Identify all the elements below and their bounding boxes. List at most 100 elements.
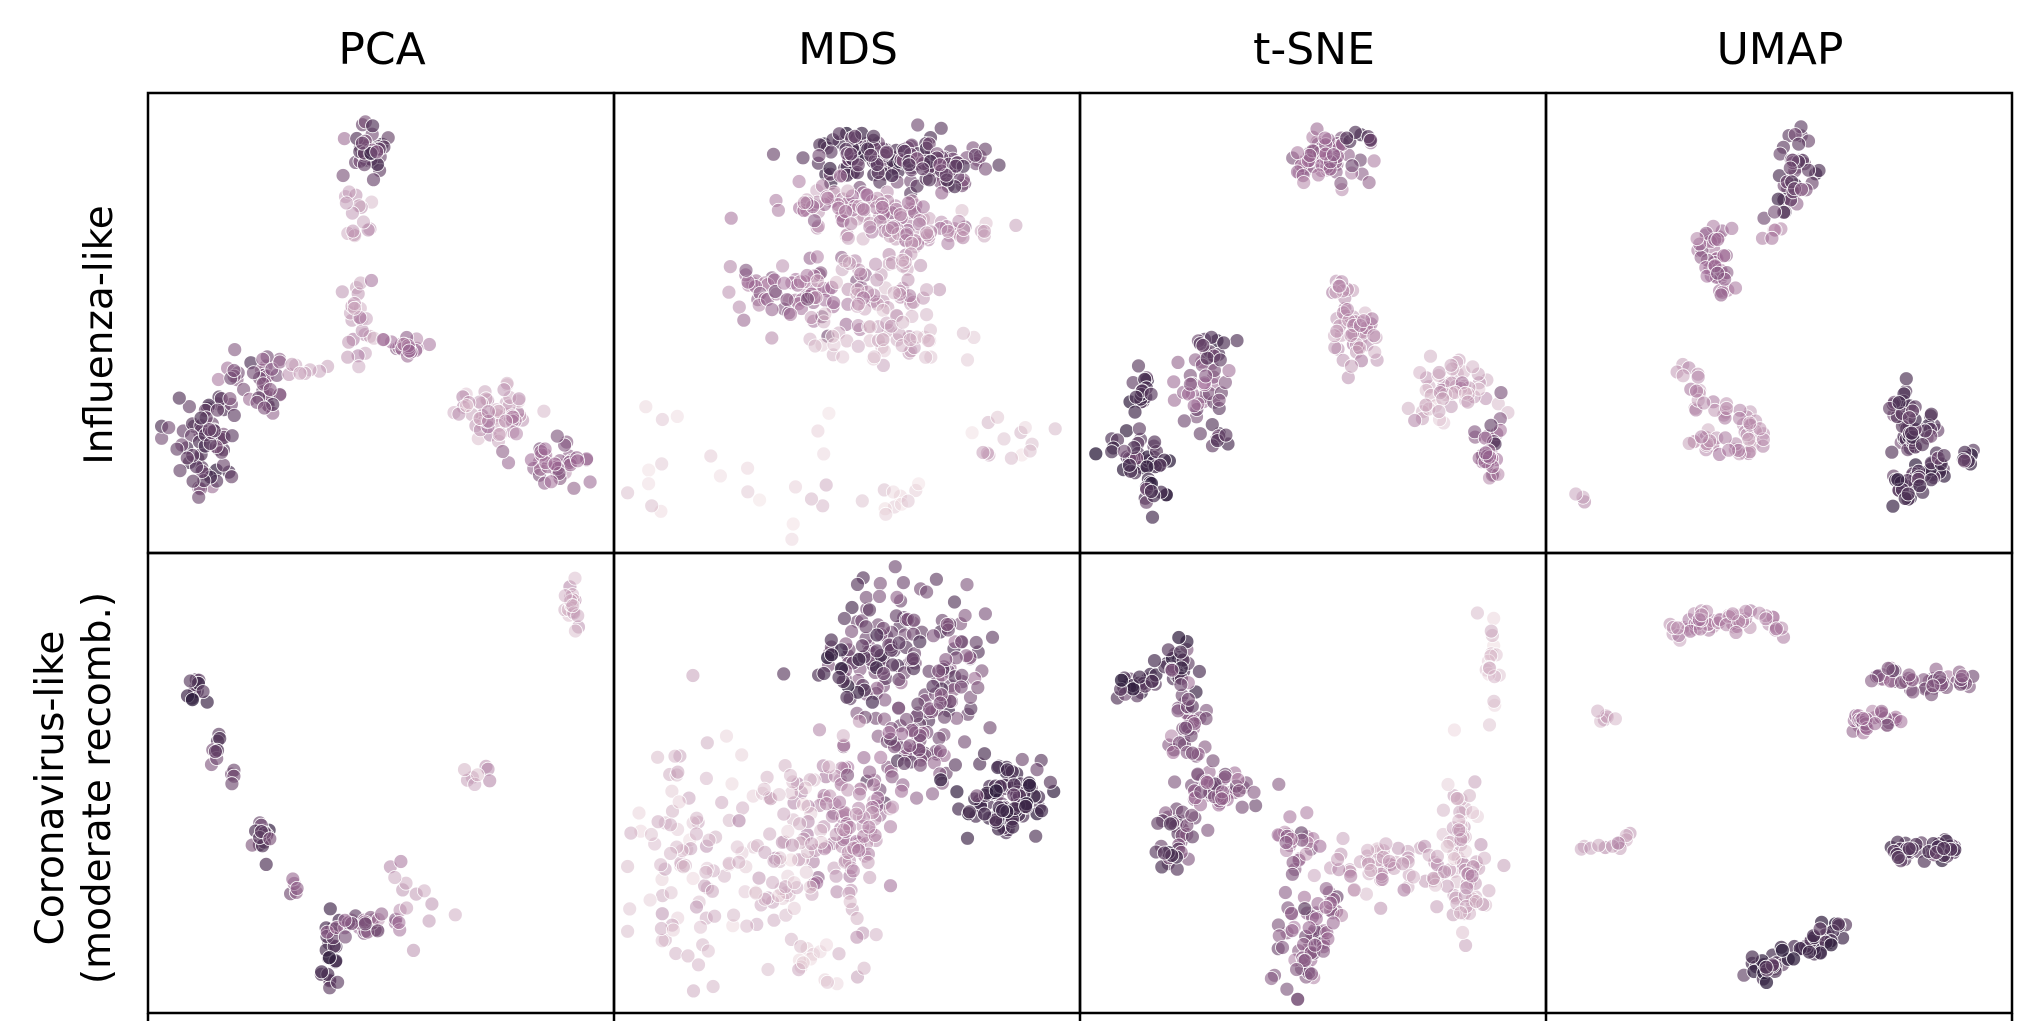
scatter-point	[365, 118, 381, 134]
scatter-point	[1378, 836, 1394, 852]
scatter-point	[1304, 966, 1319, 982]
scatter-point	[1165, 745, 1181, 760]
scatter-point	[1437, 864, 1452, 880]
scatter-point	[1205, 753, 1221, 769]
scatter-point	[1335, 831, 1351, 846]
scatter-point	[933, 772, 949, 788]
scatter-point	[670, 822, 685, 837]
scatter-point	[954, 634, 970, 650]
scatter-point	[783, 768, 798, 783]
scatter-point	[1248, 798, 1263, 813]
scatter-point	[179, 450, 195, 466]
scatter-point	[745, 788, 761, 804]
scatter-point	[800, 291, 815, 307]
scatter-point	[1830, 916, 1846, 932]
scatter-point	[881, 725, 897, 740]
scatter-point	[904, 308, 920, 324]
scatter-point	[1406, 869, 1421, 885]
scatter-point	[757, 845, 773, 860]
scatter-point	[1904, 425, 1919, 441]
scatter-point	[779, 292, 795, 308]
scatter-point	[901, 157, 917, 173]
scatter-point	[1218, 427, 1234, 443]
scatter-point	[737, 884, 753, 900]
scatter-point	[1694, 429, 1709, 445]
scatter-point	[1435, 391, 1451, 407]
scatter-point	[855, 290, 871, 306]
scatter-point	[663, 817, 678, 833]
scatter-point	[1284, 906, 1299, 921]
scatter-point	[1419, 396, 1434, 412]
scatter-point	[1363, 132, 1378, 148]
scatter-point	[1132, 421, 1147, 437]
scatter-point	[691, 957, 706, 973]
scatter-point	[1608, 711, 1623, 727]
scatter-point	[809, 249, 825, 265]
scatter-point	[650, 749, 665, 765]
scatter-point	[1139, 459, 1155, 475]
scatter-point	[892, 286, 907, 302]
scatter-point	[833, 168, 848, 184]
scatter-point	[985, 629, 1000, 645]
scatter-point	[1339, 130, 1355, 146]
scatter-point	[891, 700, 906, 716]
scatter-point	[883, 819, 898, 835]
scatter-point	[543, 474, 559, 490]
scatter-point	[906, 612, 922, 628]
scatter-point	[680, 948, 696, 964]
col-title-pca: PCA	[338, 24, 425, 75]
scatter-point	[195, 684, 211, 699]
scatter-point	[1769, 621, 1784, 637]
scatter-point	[1318, 899, 1334, 915]
scatter-point	[967, 147, 983, 163]
scatter-point	[258, 857, 274, 872]
scatter-point	[705, 863, 721, 879]
scatter-point	[1483, 623, 1499, 639]
scatter-point	[1161, 642, 1176, 658]
scatter-point	[1221, 363, 1237, 379]
scatter-point	[956, 222, 971, 237]
scatter-point	[948, 158, 964, 174]
scatter-point	[1464, 868, 1480, 884]
scatter-point	[913, 258, 928, 273]
scatter-point	[891, 672, 907, 687]
scatter-point	[726, 907, 741, 923]
scatter-point	[886, 285, 902, 301]
scatter-point	[1326, 147, 1341, 163]
scatter-point	[713, 468, 728, 484]
scatter-point	[1302, 147, 1318, 163]
scatter-point	[829, 976, 845, 992]
row-label-influenza: Influenza-like	[77, 205, 122, 465]
scatter-point	[623, 825, 639, 841]
scatter-point	[831, 670, 847, 685]
scatter-point	[335, 168, 351, 183]
scatter-point	[1127, 404, 1143, 420]
scatter-point	[1176, 413, 1192, 429]
scatter-point	[795, 150, 811, 166]
scatter-point	[1400, 850, 1416, 866]
scatter-point	[1418, 397, 1434, 413]
scatter-point	[1915, 437, 1930, 453]
scatter-point	[1423, 348, 1438, 364]
scatter-point	[793, 939, 809, 954]
scatter-point	[957, 608, 973, 623]
scatter-point	[923, 349, 939, 365]
scatter-point	[1360, 842, 1375, 858]
scatter-point	[1212, 352, 1228, 368]
scatter-point	[1418, 873, 1433, 889]
scatter-point	[1742, 415, 1758, 431]
scatter-point	[1275, 940, 1290, 955]
scatter-point	[1486, 611, 1502, 626]
scatter-point	[272, 354, 288, 370]
scatter-point	[1890, 850, 1906, 865]
scatter-point	[1366, 328, 1382, 344]
scatter-point	[1034, 803, 1049, 819]
scatter-point	[557, 588, 573, 604]
scatter-point	[1043, 774, 1058, 790]
scatter-point	[807, 213, 822, 229]
scatter-point	[817, 972, 833, 988]
scatter-point	[897, 254, 913, 270]
scatter-point	[1893, 714, 1909, 729]
scatter-point	[1374, 872, 1390, 887]
scatter-point	[849, 929, 865, 945]
